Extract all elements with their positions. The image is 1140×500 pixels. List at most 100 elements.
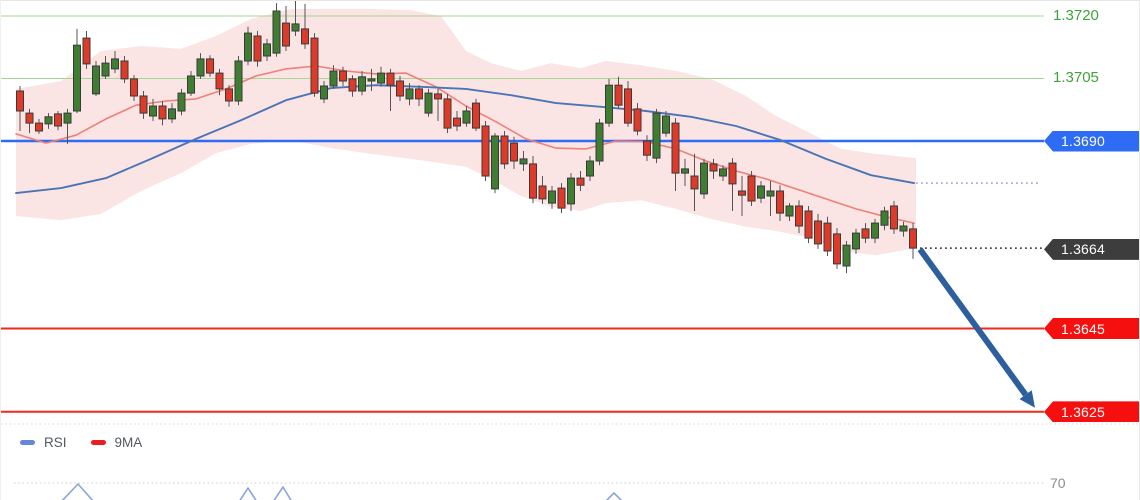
candle-body [358,76,366,92]
candle-body [215,72,224,90]
candle-body [728,162,737,185]
candle-body [643,140,651,156]
candle-body [548,190,556,204]
candle-body [92,65,100,95]
rsi-curve-peak-0 [61,483,94,500]
candle-body [320,85,328,100]
candle-body [158,105,167,120]
projection-arrow-shaft [917,247,1029,397]
candle-body [149,105,157,117]
candle-body [310,37,319,94]
9ma-legend-swatch [90,440,106,445]
candle-body [348,78,357,92]
candle-body [842,244,851,267]
candle-body [500,135,509,165]
candle-body [73,44,81,112]
candle-body [139,95,148,114]
candle-body [586,160,594,177]
rsi-legend-label: RSI [44,435,67,450]
candle-body [880,210,889,226]
candle-body [63,112,72,124]
candle-body [82,37,91,65]
candle-body [25,112,34,124]
candle-body [168,108,176,120]
candle-body [491,135,499,190]
candle-body [709,163,718,172]
candle-body [16,90,24,112]
candle-body [196,58,205,77]
candle-body [909,228,917,249]
candle-body [757,185,765,199]
candle-body [557,187,566,209]
9ma-legend-label: 9MA [114,435,143,450]
bollinger-band-area [16,8,916,256]
candle-body [852,232,860,250]
candle-body [814,220,822,245]
candle-body [624,88,632,124]
candle-body [719,168,727,177]
candle-body [130,78,138,97]
candle-body [529,163,537,199]
candle-body [899,225,908,232]
candle-body [44,116,53,125]
rsi-legend-swatch [20,440,35,445]
candle-body [386,72,395,86]
candle-body [253,35,262,62]
candle-body [510,142,518,162]
candle-body [120,60,129,80]
candle-body [700,162,708,195]
candle-body [453,117,461,127]
candle-body [329,70,338,87]
candle-body [405,88,414,100]
candle-body [738,190,746,196]
candle-body [462,110,471,124]
candle-body [111,58,119,70]
candle-body [424,92,433,114]
rsi-level-70-label: 70 [1050,475,1066,491]
rsi-curve-peak-2 [273,486,292,500]
candle-body [377,72,385,84]
candle-body [396,80,404,97]
candle-body [434,93,442,100]
candle-body [443,98,452,129]
candle-body [785,205,794,217]
candle-body [804,210,813,239]
candle-body [101,62,110,77]
candle-body [671,122,680,174]
candle-body [652,112,661,159]
candle-body [681,168,689,174]
candle-body [890,205,898,230]
candle-body [367,78,376,82]
candle-body [244,32,252,62]
candle-body [301,28,309,45]
candle-body [747,175,756,202]
candle-body [823,222,832,252]
candle-body [415,88,423,100]
candle-body [206,58,214,74]
candle-body [472,102,480,129]
candle-body [35,122,43,132]
candle-body [272,10,281,54]
candle-body [871,222,879,239]
candle-body [282,22,290,47]
candle-body [187,75,195,94]
candle-body [54,113,62,127]
candle-body [538,185,547,200]
candle-body [291,23,300,32]
candle-body [481,125,490,177]
candle-body [519,158,528,165]
candle-body [234,60,243,102]
projection-arrow-head [1019,390,1035,408]
candle-body [605,84,613,124]
candle-body [263,43,271,57]
rsi-curve-peak-3 [605,492,623,500]
candle-body [339,70,347,82]
candle-body [225,88,233,102]
candle-body [766,190,775,197]
candle-body [833,233,841,265]
candle-body [576,177,585,186]
candle-body [776,190,784,214]
candle-body [614,84,623,106]
